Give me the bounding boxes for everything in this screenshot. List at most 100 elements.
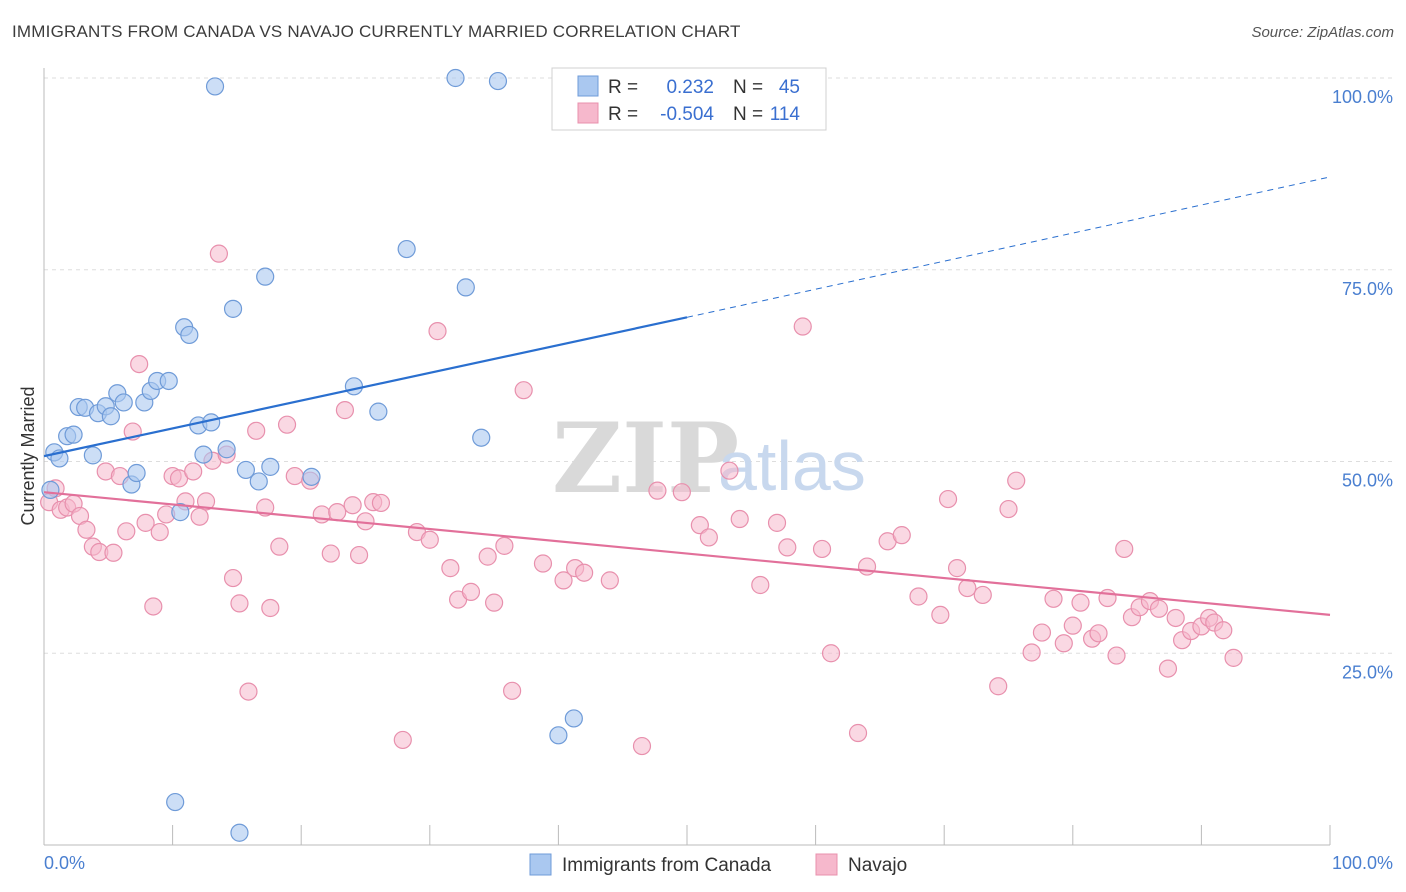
navajo-point-74 — [793, 317, 812, 336]
navajo-point-66 — [672, 483, 691, 502]
navajo-point-73 — [778, 538, 797, 557]
series-legend: Immigrants from Canada Navajo — [529, 853, 907, 876]
navajo-point-16 — [144, 597, 163, 616]
navajo-point-28 — [223, 568, 243, 588]
legend-n-value-2: 114 — [770, 104, 801, 125]
navajo-point-70 — [730, 509, 749, 529]
legend-swatch-canada — [577, 75, 599, 97]
navajo-point-31 — [247, 421, 266, 440]
canada-point-39 — [456, 278, 475, 297]
bottom-legend-swatch-navajo — [815, 853, 838, 876]
canada-point-36 — [369, 402, 388, 421]
navajo-point-54 — [478, 547, 497, 566]
y-tick-label-3: 100.0% — [1332, 87, 1393, 107]
grid-lines — [44, 77, 1393, 654]
x-tick-label-1: 100.0% — [1332, 853, 1393, 873]
canada-point-0 — [41, 480, 60, 499]
legend-n-label-1: N = — [733, 77, 763, 98]
navajo-point-88 — [999, 499, 1018, 519]
canada-point-33 — [261, 457, 280, 476]
canada-point-4 — [64, 425, 83, 444]
navajo-point-10 — [104, 543, 123, 562]
legend-swatch-navajo — [577, 102, 599, 124]
navajo-point-91 — [1032, 623, 1052, 642]
navajo-point-33 — [261, 598, 280, 618]
navajo-point-75 — [812, 539, 832, 559]
canada-point-31 — [249, 472, 268, 491]
canada-point-20 — [171, 503, 190, 522]
canada-point-27 — [217, 440, 236, 459]
navajo-point-85 — [958, 578, 977, 598]
navajo-point-58 — [514, 381, 533, 400]
navajo-point-51 — [441, 559, 460, 578]
navajo-point-106 — [1166, 608, 1185, 628]
canada-point-18 — [159, 371, 178, 391]
canada-point-24 — [194, 445, 213, 464]
canada-trend-extension — [686, 176, 1331, 318]
navajo-point-47 — [393, 730, 412, 750]
canada-point-32 — [256, 267, 275, 286]
navajo-point-55 — [485, 593, 504, 612]
navajo-point-94 — [1063, 616, 1082, 635]
canada-point-41 — [488, 71, 508, 91]
y-tick-label-1: 50.0% — [1342, 471, 1393, 491]
y-tick-labels: 25.0% 50.0% 75.0% 100.0% — [1332, 87, 1393, 682]
navajo-point-93 — [1054, 634, 1073, 653]
source-label: Source: ZipAtlas.com — [1251, 24, 1394, 41]
legend-n-value-1: 45 — [779, 77, 800, 98]
y-tick-label-2: 75.0% — [1342, 279, 1393, 299]
navajo-point-77 — [848, 723, 868, 743]
navajo-trend-line — [43, 491, 1331, 616]
navajo-point-40 — [328, 503, 347, 522]
canada-point-26 — [205, 77, 225, 96]
bottom-legend-swatch-canada — [529, 853, 552, 876]
canada-point-10 — [101, 407, 120, 426]
navajo-point-95 — [1071, 593, 1090, 612]
canada-point-29 — [230, 823, 249, 842]
navajo-point-78 — [857, 557, 877, 576]
canada-point-28 — [223, 299, 243, 318]
bottom-legend-label-canada: Immigrants from Canada — [562, 855, 772, 876]
canada-point-22 — [180, 325, 199, 345]
legend-r-label-2: R = — [608, 104, 638, 125]
y-axis-label: Currently Married — [18, 386, 38, 525]
navajo-point-50 — [428, 322, 447, 341]
navajo-point-82 — [931, 605, 950, 625]
y-tick-label-0: 25.0% — [1342, 662, 1393, 682]
navajo-point-105 — [1158, 659, 1178, 678]
navajo-point-64 — [632, 736, 652, 756]
navajo-point-12 — [117, 522, 136, 541]
navajo-point-112 — [1214, 621, 1233, 640]
trend-lines — [43, 176, 1331, 616]
navajo-point-84 — [947, 559, 967, 578]
navajo-point-89 — [1007, 471, 1026, 490]
navajo-point-81 — [909, 587, 928, 606]
navajo-point-60 — [554, 571, 573, 590]
navajo-point-71 — [751, 575, 770, 595]
navajo-point-24 — [196, 492, 216, 511]
navajo-point-56 — [495, 536, 514, 555]
navajo-point-90 — [1022, 643, 1041, 662]
canada-point-14 — [127, 463, 146, 483]
navajo-point-57 — [503, 681, 522, 700]
axes — [43, 68, 1331, 846]
watermark: ZIP atlas — [552, 402, 866, 515]
navajo-point-38 — [312, 505, 331, 524]
x-tick-labels: 0.0% 100.0% — [44, 853, 1393, 873]
navajo-point-62 — [575, 563, 594, 582]
navajo-point-22 — [184, 462, 203, 481]
navajo-point-53 — [461, 582, 481, 601]
navajo-point-72 — [767, 513, 787, 532]
x-tick-label-0: 0.0% — [44, 853, 85, 873]
navajo-point-69 — [720, 461, 739, 480]
navajo-point-34 — [270, 537, 289, 556]
navajo-point-104 — [1149, 599, 1169, 618]
correlation-legend: R = 0.232 N = 45 R = -0.504 N = 114 — [551, 67, 827, 131]
navajo-point-49 — [420, 530, 439, 549]
navajo-point-42 — [343, 496, 362, 515]
navajo-point-100 — [1115, 539, 1134, 559]
navajo-point-23 — [190, 507, 209, 526]
navajo-point-43 — [349, 545, 369, 565]
navajo-point-17 — [150, 522, 169, 542]
